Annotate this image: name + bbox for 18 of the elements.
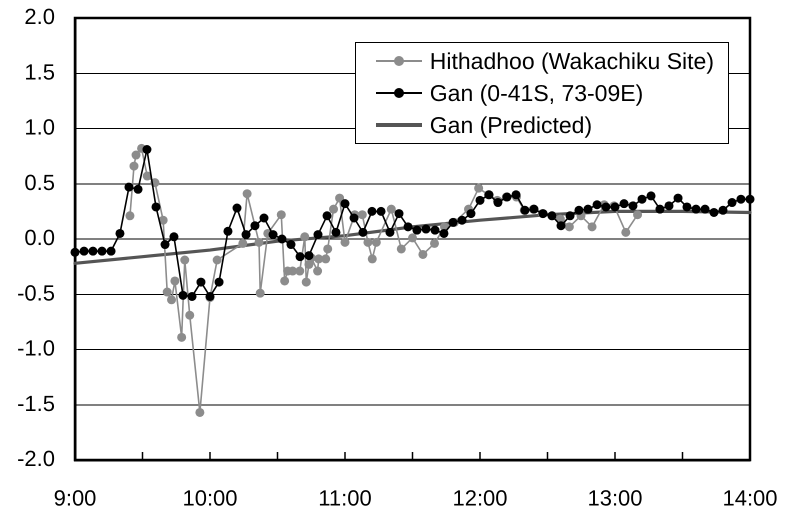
y-tick-label: 0.0 bbox=[24, 225, 55, 250]
x-tick-label: 10:00 bbox=[182, 485, 238, 510]
y-tick-label: -1.5 bbox=[17, 390, 55, 416]
y-tick-label: 2.0 bbox=[24, 4, 55, 30]
x-tick-label: 11:00 bbox=[318, 485, 372, 510]
y-tick-label: 1.0 bbox=[24, 114, 55, 140]
y-tick-label: 1.5 bbox=[24, 59, 55, 84]
x-tick-label: 13:00 bbox=[587, 485, 643, 510]
legend-label: Gan (Predicted) bbox=[430, 112, 592, 138]
legend-label: Gan (0-41S, 73-09E) bbox=[430, 80, 644, 106]
y-tick-label: -0.5 bbox=[17, 280, 55, 306]
legend-label: Hithadhoo (Wakachiku Site) bbox=[430, 48, 714, 74]
y-tick-label: -1.0 bbox=[17, 336, 55, 361]
y-tick-label: 0.5 bbox=[24, 170, 55, 195]
x-tick-label: 12:00 bbox=[452, 485, 508, 510]
x-tick-label: 14:00 bbox=[722, 485, 778, 510]
x-tick-label: 9:00 bbox=[54, 485, 96, 510]
y-tick-label: -2.0 bbox=[17, 446, 55, 472]
